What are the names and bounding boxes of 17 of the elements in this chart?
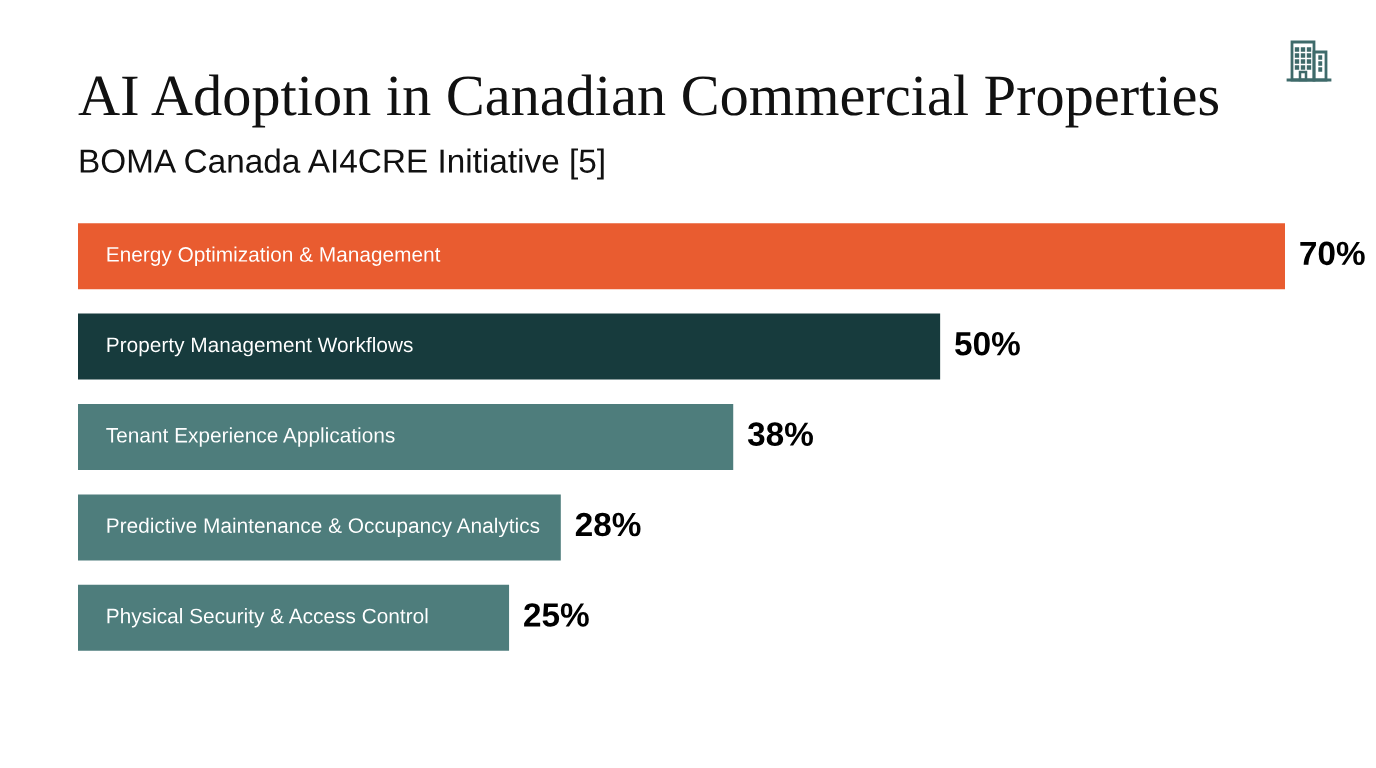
data-label: 28% (575, 512, 641, 537)
chart-title: AI Adoption in Canadian Commercial Properties (78, 74, 1219, 128)
bar (78, 494, 561, 561)
chart-subtitle: BOMA Canada AI4CRE Initiative [5] (80, 148, 604, 180)
y-tick-label: Energy Optimization & Management (107, 246, 441, 266)
data-label: 50% (955, 331, 1020, 356)
bar (78, 404, 734, 470)
y-tick-label: Tenant Experience Applications (106, 427, 395, 447)
bar (78, 584, 510, 651)
y-tick-label: Physical Security & Access Control (107, 608, 428, 628)
data-label: 70% (1300, 241, 1365, 266)
y-tick-label: Property Management Workflows (107, 336, 413, 357)
data-label: 25% (524, 603, 589, 627)
bar (78, 313, 941, 380)
bar (78, 223, 1285, 290)
data-label: 38% (747, 422, 813, 446)
y-tick-label: Predictive Maintenance & Occupancy Analytics (107, 517, 540, 538)
